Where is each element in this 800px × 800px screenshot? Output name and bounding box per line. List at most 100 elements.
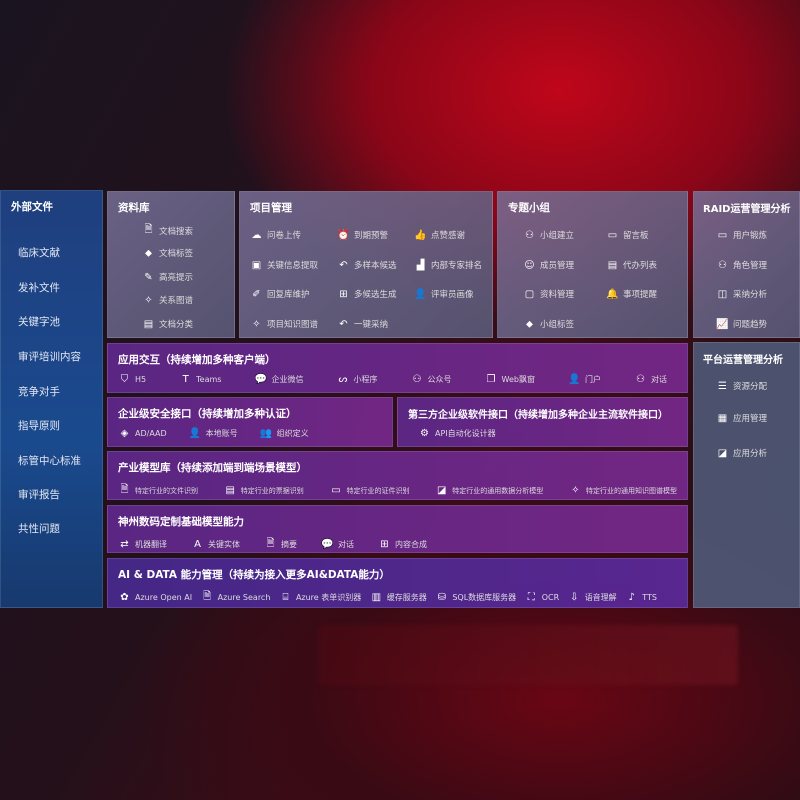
- library-item[interactable]: ⬥ 文档标签: [142, 247, 193, 260]
- library-item[interactable]: 🗎 文档搜索: [142, 222, 193, 239]
- data-analysis-icon: ◪: [437, 485, 447, 496]
- reply-icon: ↶: [339, 259, 348, 271]
- industry-item[interactable]: ✧ 特定行业的通用知识图谱模型: [569, 482, 677, 499]
- aad-icon: ◈: [120, 428, 129, 439]
- portal-user-icon: 👤: [568, 374, 581, 385]
- base-model-panel: 神州数码定制基础模型能力 ⇄ 机器翻译 A 关键实体 🗎 摘要 💬 对话 ⊞ 内容合成: [107, 505, 688, 553]
- platform-item[interactable]: ☰ 资源分配: [716, 380, 767, 393]
- sidebar-item[interactable]: 指导原则: [18, 420, 60, 432]
- project-item[interactable]: ✐ 回复库维护: [250, 288, 309, 301]
- library-item[interactable]: ✧ 关系图谱: [142, 294, 193, 307]
- sidebar-item[interactable]: 关键字池: [18, 316, 60, 328]
- base-item[interactable]: ⇄ 机器翻译: [118, 536, 167, 553]
- sidebar-item[interactable]: 审评培训内容: [18, 351, 81, 363]
- client-web-popup[interactable]: ❐ Web飘窗: [485, 374, 535, 385]
- raid-item[interactable]: ▭ 用户锻炼: [717, 229, 768, 242]
- raid-item[interactable]: 📈 问题趋势: [716, 318, 768, 331]
- client-teams[interactable]: T Teams: [179, 374, 222, 385]
- project-item[interactable]: ⏰ 到期预警: [337, 229, 389, 242]
- project-item[interactable]: ⊞ 多候选生成: [337, 288, 396, 301]
- sidebar-item[interactable]: 标管中心标准: [18, 455, 81, 467]
- base-item[interactable]: 🗎 摘要: [264, 536, 297, 553]
- ai-item[interactable]: ⇩ 语音理解: [568, 589, 617, 606]
- library-item[interactable]: ▤ 文档分类: [143, 318, 194, 331]
- ai-data-panel: AI & DATA 能力管理（持续为接入更多AI&DATA能力） ✿ Azure …: [107, 558, 688, 608]
- client-h5[interactable]: ⛉ H5: [118, 374, 146, 385]
- panel-title: AI & DATA 能力管理（持续为接入更多AI&DATA能力）: [118, 569, 390, 581]
- cache-server-icon: ▥: [371, 592, 382, 603]
- auth-aad[interactable]: ◈ AD/AAD: [118, 428, 167, 439]
- project-item[interactable]: 👤 评审员画像: [414, 288, 474, 301]
- reply-icon: ↶: [339, 318, 348, 330]
- gear-icon: ⚙: [420, 428, 429, 439]
- api-designer[interactable]: ⚙ API自动化设计器: [418, 428, 496, 439]
- industry-item[interactable]: ▤ 特定行业的票据识别: [225, 485, 304, 496]
- ai-item[interactable]: ✿ Azure Open AI: [118, 589, 192, 606]
- project-item[interactable]: ▟ 内部专家排名: [414, 259, 482, 272]
- sidebar-item[interactable]: 竞争对手: [18, 386, 60, 398]
- group-item[interactable]: ⬥ 小组标签: [523, 318, 574, 331]
- ai-item[interactable]: ♪ TTS: [625, 589, 657, 606]
- ocr-icon: ⛶: [527, 592, 535, 603]
- platform-item[interactable]: ▦ 应用管理: [717, 412, 768, 425]
- ai-item[interactable]: ⌸ Azure 表单识别器: [279, 589, 361, 606]
- ai-item[interactable]: ▥ 缓存服务器: [371, 592, 427, 603]
- group-item[interactable]: ▢ 资料管理: [524, 288, 575, 301]
- base-item[interactable]: 💬 对话: [321, 539, 354, 550]
- project-item[interactable]: ✧ 项目知识图谱: [250, 318, 318, 331]
- auth-local[interactable]: 👤 本地账号: [188, 428, 238, 439]
- base-item[interactable]: A 关键实体: [191, 536, 240, 553]
- chat-users-icon: ⚇: [636, 374, 645, 385]
- tag-icon: ⬥: [526, 318, 533, 330]
- ai-item[interactable]: 🗎 Azure Search: [201, 589, 270, 606]
- ai-item[interactable]: ⛁ SQL数据库服务器: [435, 589, 517, 606]
- project-item[interactable]: ☁ 问卷上传: [251, 229, 302, 242]
- platform-item[interactable]: ◪ 应用分析: [717, 447, 768, 460]
- client-wecom[interactable]: 💬 企业微信: [254, 374, 304, 385]
- client-official-account[interactable]: ⚇ 公众号: [410, 374, 452, 385]
- floor-reflection: [318, 625, 738, 685]
- security-panel: 企业级安全接口（持续增加多种认证） ◈ AD/AAD 👤 本地账号 👥 组织定义: [107, 397, 393, 447]
- industry-item[interactable]: 🗎 特定行业的文件识别: [118, 482, 198, 499]
- panel-title: 神州数码定制基础模型能力: [118, 516, 244, 528]
- project-item[interactable]: ▣ 关键信息提取: [251, 259, 319, 272]
- id-card-icon: ▭: [717, 229, 728, 241]
- project-item[interactable]: 👍 点赞感谢: [414, 229, 466, 242]
- industry-item[interactable]: ◪ 特定行业的通用数据分析模型: [437, 485, 544, 496]
- openai-icon: ✿: [120, 592, 129, 603]
- ai-item[interactable]: ⛶ OCR: [525, 589, 559, 606]
- client-chat[interactable]: ⚇ 对话: [634, 374, 667, 385]
- apps-icon: ▦: [717, 412, 728, 424]
- cloud-upload-icon: ☁: [251, 229, 262, 241]
- group-panel: 专题小组 ⚇ 小组建立 ▭ 留言板 ☺ 成员管理 ▤ 代办列表 ▢ 资料管理 🔔 事项提醒 …: [497, 191, 688, 338]
- sidebar-item[interactable]: 发补文件: [18, 282, 60, 294]
- extract-icon: ▣: [251, 259, 262, 271]
- group-item[interactable]: ▭ 留言板: [607, 229, 649, 242]
- user-add-icon: ☺: [524, 259, 535, 271]
- library-item[interactable]: ✎ 高亮提示: [142, 271, 193, 284]
- project-item[interactable]: ↶ 多样本候选: [337, 259, 396, 272]
- pen-icon: ✎: [144, 271, 153, 283]
- client-portal[interactable]: 👤 门户: [568, 374, 601, 385]
- users-icon: ⚇: [412, 374, 422, 385]
- group-item[interactable]: 🔔 事项提醒: [606, 288, 658, 301]
- industry-item[interactable]: ▭ 特定行业的证件识别: [331, 485, 410, 496]
- group-item[interactable]: ☺ 成员管理: [524, 259, 575, 272]
- project-item[interactable]: ↶ 一键采纳: [337, 318, 388, 331]
- group-item[interactable]: ⚇ 小组建立: [523, 229, 574, 242]
- bbs-icon: ▭: [607, 229, 618, 241]
- sidebar-item[interactable]: 审评报告: [18, 489, 60, 501]
- panel-title: 产业模型库（持续添加端到端场景模型）: [118, 462, 307, 474]
- raid-item[interactable]: ⚇ 角色管理: [716, 259, 767, 272]
- raid-item[interactable]: ◫ 采纳分析: [717, 288, 768, 301]
- sidebar-item[interactable]: 共性问题: [18, 523, 60, 535]
- folder-icon: ▢: [524, 288, 535, 300]
- doc-classify-icon: ▤: [143, 318, 154, 330]
- client-miniprogram[interactable]: ᔕ 小程序: [336, 374, 378, 385]
- base-item[interactable]: ⊞ 内容合成: [378, 536, 427, 553]
- auth-org[interactable]: 👥 组织定义: [259, 428, 309, 439]
- sidebar-item[interactable]: 临床文献: [18, 247, 60, 259]
- chart-icon: ◪: [717, 447, 728, 459]
- clipboard-icon: ▤: [607, 259, 618, 271]
- group-item[interactable]: ▤ 代办列表: [607, 259, 658, 272]
